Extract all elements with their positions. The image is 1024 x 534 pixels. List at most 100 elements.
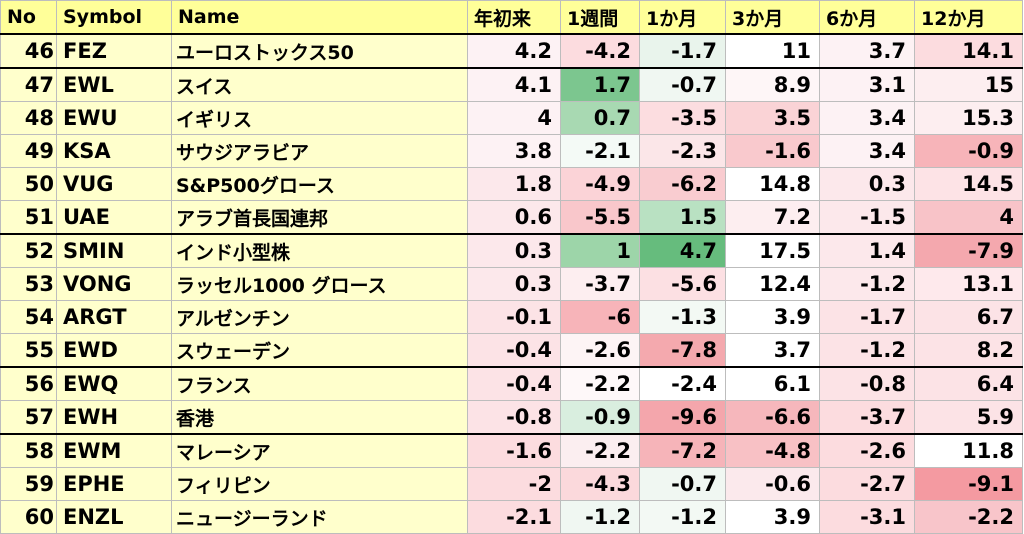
return-1m-cell: -7.8 bbox=[639, 333, 726, 368]
return-3m-cell: 12.4 bbox=[725, 267, 820, 301]
return-ytd-cell: 4.2 bbox=[467, 33, 561, 69]
table-row: 50 VUG S&P500グロース 1.8 -4.9 -6.2 14.8 0.3 14.5 bbox=[0, 167, 1023, 201]
symbol-cell: SMIN bbox=[56, 233, 172, 268]
return-1w-cell: -4.2 bbox=[560, 33, 640, 69]
return-ytd-cell: 0.6 bbox=[467, 200, 561, 235]
row-number: 55 bbox=[0, 333, 57, 368]
symbol-cell: VUG bbox=[56, 167, 172, 201]
return-3m-cell: 11 bbox=[725, 33, 820, 69]
return-3m-cell: -0.6 bbox=[725, 467, 820, 501]
return-ytd-cell: -0.8 bbox=[467, 400, 561, 435]
return-6m-cell: -1.7 bbox=[819, 300, 915, 334]
return-1m-cell: -7.2 bbox=[639, 433, 726, 468]
return-6m-cell: 1.4 bbox=[819, 233, 915, 268]
symbol-cell: EWL bbox=[56, 67, 172, 102]
table-row: 54 ARGT アルゼンチン -0.1 -6 -1.3 3.9 -1.7 6.7 bbox=[0, 300, 1023, 334]
header-3m[interactable]: 3か月 bbox=[725, 0, 820, 35]
header-12m[interactable]: 12か月 bbox=[914, 0, 1023, 35]
table-row: 55 EWD スウェーデン -0.4 -2.6 -7.8 3.7 -1.2 8.2 bbox=[0, 333, 1023, 368]
return-3m-cell: -1.6 bbox=[725, 134, 820, 168]
name-cell: フランス bbox=[171, 366, 468, 401]
row-number: 53 bbox=[0, 267, 57, 301]
return-6m-cell: 0.3 bbox=[819, 167, 915, 201]
symbol-cell: EWU bbox=[56, 101, 172, 135]
header-name[interactable]: Name bbox=[171, 0, 468, 35]
return-6m-cell: -1.2 bbox=[819, 333, 915, 368]
table-row: 59 EPHE フィリピン -2 -4.3 -0.7 -0.6 -2.7 -9.1 bbox=[0, 467, 1023, 501]
row-number: 60 bbox=[0, 500, 57, 534]
return-3m-cell: -6.6 bbox=[725, 400, 820, 435]
table-row: 51 UAE アラブ首長国連邦 0.6 -5.5 1.5 7.2 -1.5 4 bbox=[0, 200, 1023, 235]
return-ytd-cell: 4.1 bbox=[467, 67, 561, 102]
return-3m-cell: -4.8 bbox=[725, 433, 820, 468]
return-12m-cell: 8.2 bbox=[914, 333, 1023, 368]
header-row: No Symbol Name 年初来 1週間 1か月 3か月 6か月 12か月 bbox=[0, 0, 1023, 35]
return-6m-cell: 3.4 bbox=[819, 134, 915, 168]
name-cell: スイス bbox=[171, 67, 468, 102]
return-3m-cell: 14.8 bbox=[725, 167, 820, 201]
return-12m-cell: 14.1 bbox=[914, 33, 1023, 69]
name-cell: サウジアラビア bbox=[171, 134, 468, 168]
return-1w-cell: 1.7 bbox=[560, 67, 640, 102]
return-1m-cell: -6.2 bbox=[639, 167, 726, 201]
return-3m-cell: 7.2 bbox=[725, 200, 820, 235]
header-no[interactable]: No bbox=[0, 0, 57, 35]
table-row: 47 EWL スイス 4.1 1.7 -0.7 8.9 3.1 15 bbox=[0, 67, 1023, 102]
symbol-cell: VONG bbox=[56, 267, 172, 301]
name-cell: アラブ首長国連邦 bbox=[171, 200, 468, 235]
row-number: 59 bbox=[0, 467, 57, 501]
return-12m-cell: 6.4 bbox=[914, 366, 1023, 401]
return-6m-cell: -1.2 bbox=[819, 267, 915, 301]
row-number: 48 bbox=[0, 101, 57, 135]
symbol-cell: EPHE bbox=[56, 467, 172, 501]
table-row: 58 EWM マレーシア -1.6 -2.2 -7.2 -4.8 -2.6 11.8 bbox=[0, 433, 1023, 468]
return-1m-cell: -1.2 bbox=[639, 500, 726, 534]
return-6m-cell: -3.1 bbox=[819, 500, 915, 534]
return-12m-cell: 14.5 bbox=[914, 167, 1023, 201]
return-1m-cell: -0.7 bbox=[639, 67, 726, 102]
row-number: 50 bbox=[0, 167, 57, 201]
return-1w-cell: -2.6 bbox=[560, 333, 640, 368]
table-row: 56 EWQ フランス -0.4 -2.2 -2.4 6.1 -0.8 6.4 bbox=[0, 366, 1023, 401]
header-1w[interactable]: 1週間 bbox=[560, 0, 640, 35]
return-1m-cell: 4.7 bbox=[639, 233, 726, 268]
header-1m[interactable]: 1か月 bbox=[639, 0, 726, 35]
name-cell: ユーロストックス50 bbox=[171, 33, 468, 69]
table-row: 49 KSA サウジアラビア 3.8 -2.1 -2.3 -1.6 3.4 -0.9 bbox=[0, 134, 1023, 168]
name-cell: ラッセル1000 グロース bbox=[171, 267, 468, 301]
return-12m-cell: 15 bbox=[914, 67, 1023, 102]
return-ytd-cell: -2.1 bbox=[467, 500, 561, 534]
table-row: 46 FEZ ユーロストックス50 4.2 -4.2 -1.7 11 3.7 14.1 bbox=[0, 33, 1023, 69]
return-3m-cell: 17.5 bbox=[725, 233, 820, 268]
table-row: 48 EWU イギリス 4 0.7 -3.5 3.5 3.4 15.3 bbox=[0, 101, 1023, 135]
table-row: 52 SMIN インド小型株 0.3 1 4.7 17.5 1.4 -7.9 bbox=[0, 233, 1023, 268]
name-cell: ニュージーランド bbox=[171, 500, 468, 534]
name-cell: スウェーデン bbox=[171, 333, 468, 368]
row-number: 49 bbox=[0, 134, 57, 168]
header-6m[interactable]: 6か月 bbox=[819, 0, 915, 35]
return-ytd-cell: -0.4 bbox=[467, 333, 561, 368]
name-cell: S&P500グロース bbox=[171, 167, 468, 201]
header-symbol[interactable]: Symbol bbox=[56, 0, 172, 35]
return-6m-cell: 3.4 bbox=[819, 101, 915, 135]
table-row: 60 ENZL ニュージーランド -2.1 -1.2 -1.2 3.9 -3.1 -2.2 bbox=[0, 500, 1023, 534]
symbol-cell: ARGT bbox=[56, 300, 172, 334]
row-number: 47 bbox=[0, 67, 57, 102]
return-1m-cell: -1.7 bbox=[639, 33, 726, 69]
return-1m-cell: -5.6 bbox=[639, 267, 726, 301]
return-1w-cell: 1 bbox=[560, 233, 640, 268]
return-12m-cell: 15.3 bbox=[914, 101, 1023, 135]
return-12m-cell: -9.1 bbox=[914, 467, 1023, 501]
return-1w-cell: -4.9 bbox=[560, 167, 640, 201]
return-1w-cell: -3.7 bbox=[560, 267, 640, 301]
header-ytd[interactable]: 年初来 bbox=[467, 0, 561, 35]
symbol-cell: EWH bbox=[56, 400, 172, 435]
return-12m-cell: 13.1 bbox=[914, 267, 1023, 301]
return-6m-cell: -2.7 bbox=[819, 467, 915, 501]
return-1m-cell: -2.3 bbox=[639, 134, 726, 168]
return-3m-cell: 3.7 bbox=[725, 333, 820, 368]
return-1m-cell: -1.3 bbox=[639, 300, 726, 334]
return-1m-cell: 1.5 bbox=[639, 200, 726, 235]
table-row: 53 VONG ラッセル1000 グロース 0.3 -3.7 -5.6 12.4 -1.2 13… bbox=[0, 267, 1023, 301]
return-1w-cell: -0.9 bbox=[560, 400, 640, 435]
